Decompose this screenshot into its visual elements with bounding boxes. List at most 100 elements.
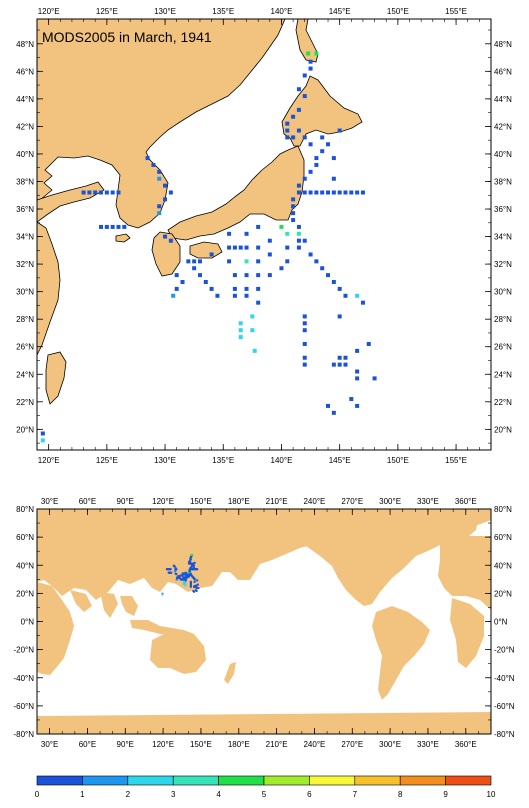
- lat-tick-label-left: 40°N: [16, 150, 34, 159]
- regional-map-land: [37, 19, 363, 405]
- colorbar-label: 7: [353, 790, 358, 799]
- observation-cell: [302, 321, 307, 326]
- colorbar-swatch: [36, 775, 83, 786]
- regional-map-frame: [36, 18, 492, 451]
- observation-cell: [355, 190, 360, 195]
- observation-cell: [99, 190, 104, 195]
- observation-cell: [197, 273, 202, 278]
- lon-tick-label-bottom: 240°E: [303, 740, 325, 749]
- lat-tick-label-right: -80°N: [494, 730, 515, 739]
- observation-cell-global: [183, 572, 186, 575]
- observation-cell-global: [194, 585, 197, 588]
- observation-cell: [256, 259, 261, 264]
- observation-cell: [285, 259, 290, 264]
- observation-cell-global: [195, 587, 198, 590]
- observation-cell: [122, 224, 127, 229]
- observation-cell: [302, 341, 307, 346]
- observation-cell: [285, 128, 290, 133]
- lat-tick-label-right: 32°N: [494, 260, 512, 269]
- observation-cell: [93, 190, 98, 195]
- lat-tick-label-right: 24°N: [494, 370, 512, 379]
- observation-cell: [81, 190, 86, 195]
- observation-cell-global: [192, 563, 195, 566]
- observation-cell: [244, 273, 249, 278]
- lon-tick-label-bottom: 210°E: [266, 740, 288, 749]
- observation-cell-global: [169, 568, 172, 571]
- observation-cell: [238, 328, 243, 333]
- observation-cell-global: [193, 580, 196, 583]
- lon-tick-label-top: 120°E: [152, 497, 174, 506]
- observation-cell: [331, 156, 336, 161]
- observation-cell: [296, 238, 301, 243]
- observation-cell: [291, 114, 296, 119]
- observation-cell: [174, 273, 179, 278]
- lon-tick-label-bottom: 300°E: [379, 740, 401, 749]
- lat-tick-label-right: 28°N: [494, 315, 512, 324]
- lon-tick-label-top: 150°E: [190, 497, 212, 506]
- observation-cell: [355, 403, 360, 408]
- lat-tick-label-left: 26°N: [16, 343, 34, 352]
- lat-tick-label-right: 20°N: [494, 589, 512, 598]
- lat-tick-label-right: 42°N: [494, 122, 512, 131]
- observation-cell: [360, 300, 365, 305]
- observation-cell: [320, 135, 325, 140]
- observation-cell: [116, 190, 121, 195]
- observation-cell: [302, 355, 307, 360]
- lon-tick-label-bottom: 360°E: [455, 740, 477, 749]
- observation-cell: [252, 348, 257, 353]
- observation-cell-global: [189, 573, 192, 576]
- observation-cell-global: [184, 573, 187, 576]
- lat-tick-label-left: 48°N: [16, 40, 34, 49]
- observation-cell: [232, 245, 237, 250]
- observation-cell: [244, 259, 249, 264]
- lat-tick-label-right: 44°N: [494, 95, 512, 104]
- lat-tick-label-left: 34°N: [16, 233, 34, 242]
- lat-tick-label-right: -60°N: [494, 702, 515, 711]
- observation-cell: [291, 197, 296, 202]
- colorbar-swatch: [172, 775, 219, 786]
- observation-cell: [232, 273, 237, 278]
- observation-cell: [355, 376, 360, 381]
- observation-cell: [285, 245, 290, 250]
- observation-cell: [87, 190, 92, 195]
- lat-tick-label-left: -40°N: [13, 674, 34, 683]
- observation-cell: [326, 190, 331, 195]
- lat-tick-label-left: 24°N: [16, 370, 34, 379]
- lon-tick-label-top: 210°E: [266, 497, 288, 506]
- observation-cell: [360, 190, 365, 195]
- lat-tick-label-right: 22°N: [494, 398, 512, 407]
- observation-cell-global: [175, 578, 178, 581]
- colorbar-label: 5: [262, 790, 267, 799]
- lat-tick-label-left: 44°N: [16, 95, 34, 104]
- map-title: MODS2005 in March, 1941: [42, 29, 212, 45]
- lon-tick-label-top: 300°E: [379, 497, 401, 506]
- observation-cell: [168, 190, 173, 195]
- observation-cell: [320, 190, 325, 195]
- observation-cell: [232, 293, 237, 298]
- observation-cell-global: [195, 584, 198, 587]
- observation-cell: [256, 224, 261, 229]
- observation-cell: [296, 128, 301, 133]
- lon-tick-label-bottom: 140°E: [271, 456, 293, 465]
- observation-cell: [104, 190, 109, 195]
- observation-cell: [244, 293, 249, 298]
- observation-cell: [227, 245, 232, 250]
- observation-cell: [355, 293, 360, 298]
- observation-cell-global: [196, 579, 199, 582]
- observation-cell: [116, 224, 121, 229]
- observation-cell: [337, 286, 342, 291]
- colorbar-swatch: [354, 775, 401, 786]
- colorbar-label: 0: [35, 790, 40, 799]
- observation-cell-global: [182, 576, 185, 579]
- observation-cell-global: [189, 585, 192, 588]
- observation-cell: [302, 190, 307, 195]
- observation-cell-global: [170, 571, 173, 574]
- observation-cell: [110, 190, 115, 195]
- observation-cell-global: [189, 559, 192, 562]
- observation-cell: [279, 266, 284, 271]
- colorbar-label: 9: [443, 790, 448, 799]
- lon-tick-label-top: 90°E: [117, 497, 134, 506]
- observation-cell: [250, 314, 255, 319]
- lat-tick-label-right: 48°N: [494, 40, 512, 49]
- observation-cell: [296, 231, 301, 236]
